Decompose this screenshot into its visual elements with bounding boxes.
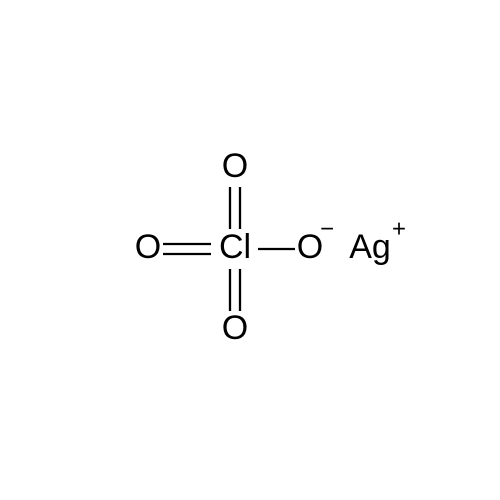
molecule-diagram: OOClOOAg−+ — [0, 0, 500, 500]
charge-Ag_plus: + — [392, 215, 406, 242]
atom-O_top: O — [222, 147, 248, 185]
charge-O_right_minus: − — [320, 215, 334, 242]
atom-O_left: O — [135, 228, 161, 266]
atom-Cl: Cl — [219, 228, 251, 266]
atom-Ag: Ag — [349, 228, 391, 266]
atom-O_bottom: O — [222, 309, 248, 347]
